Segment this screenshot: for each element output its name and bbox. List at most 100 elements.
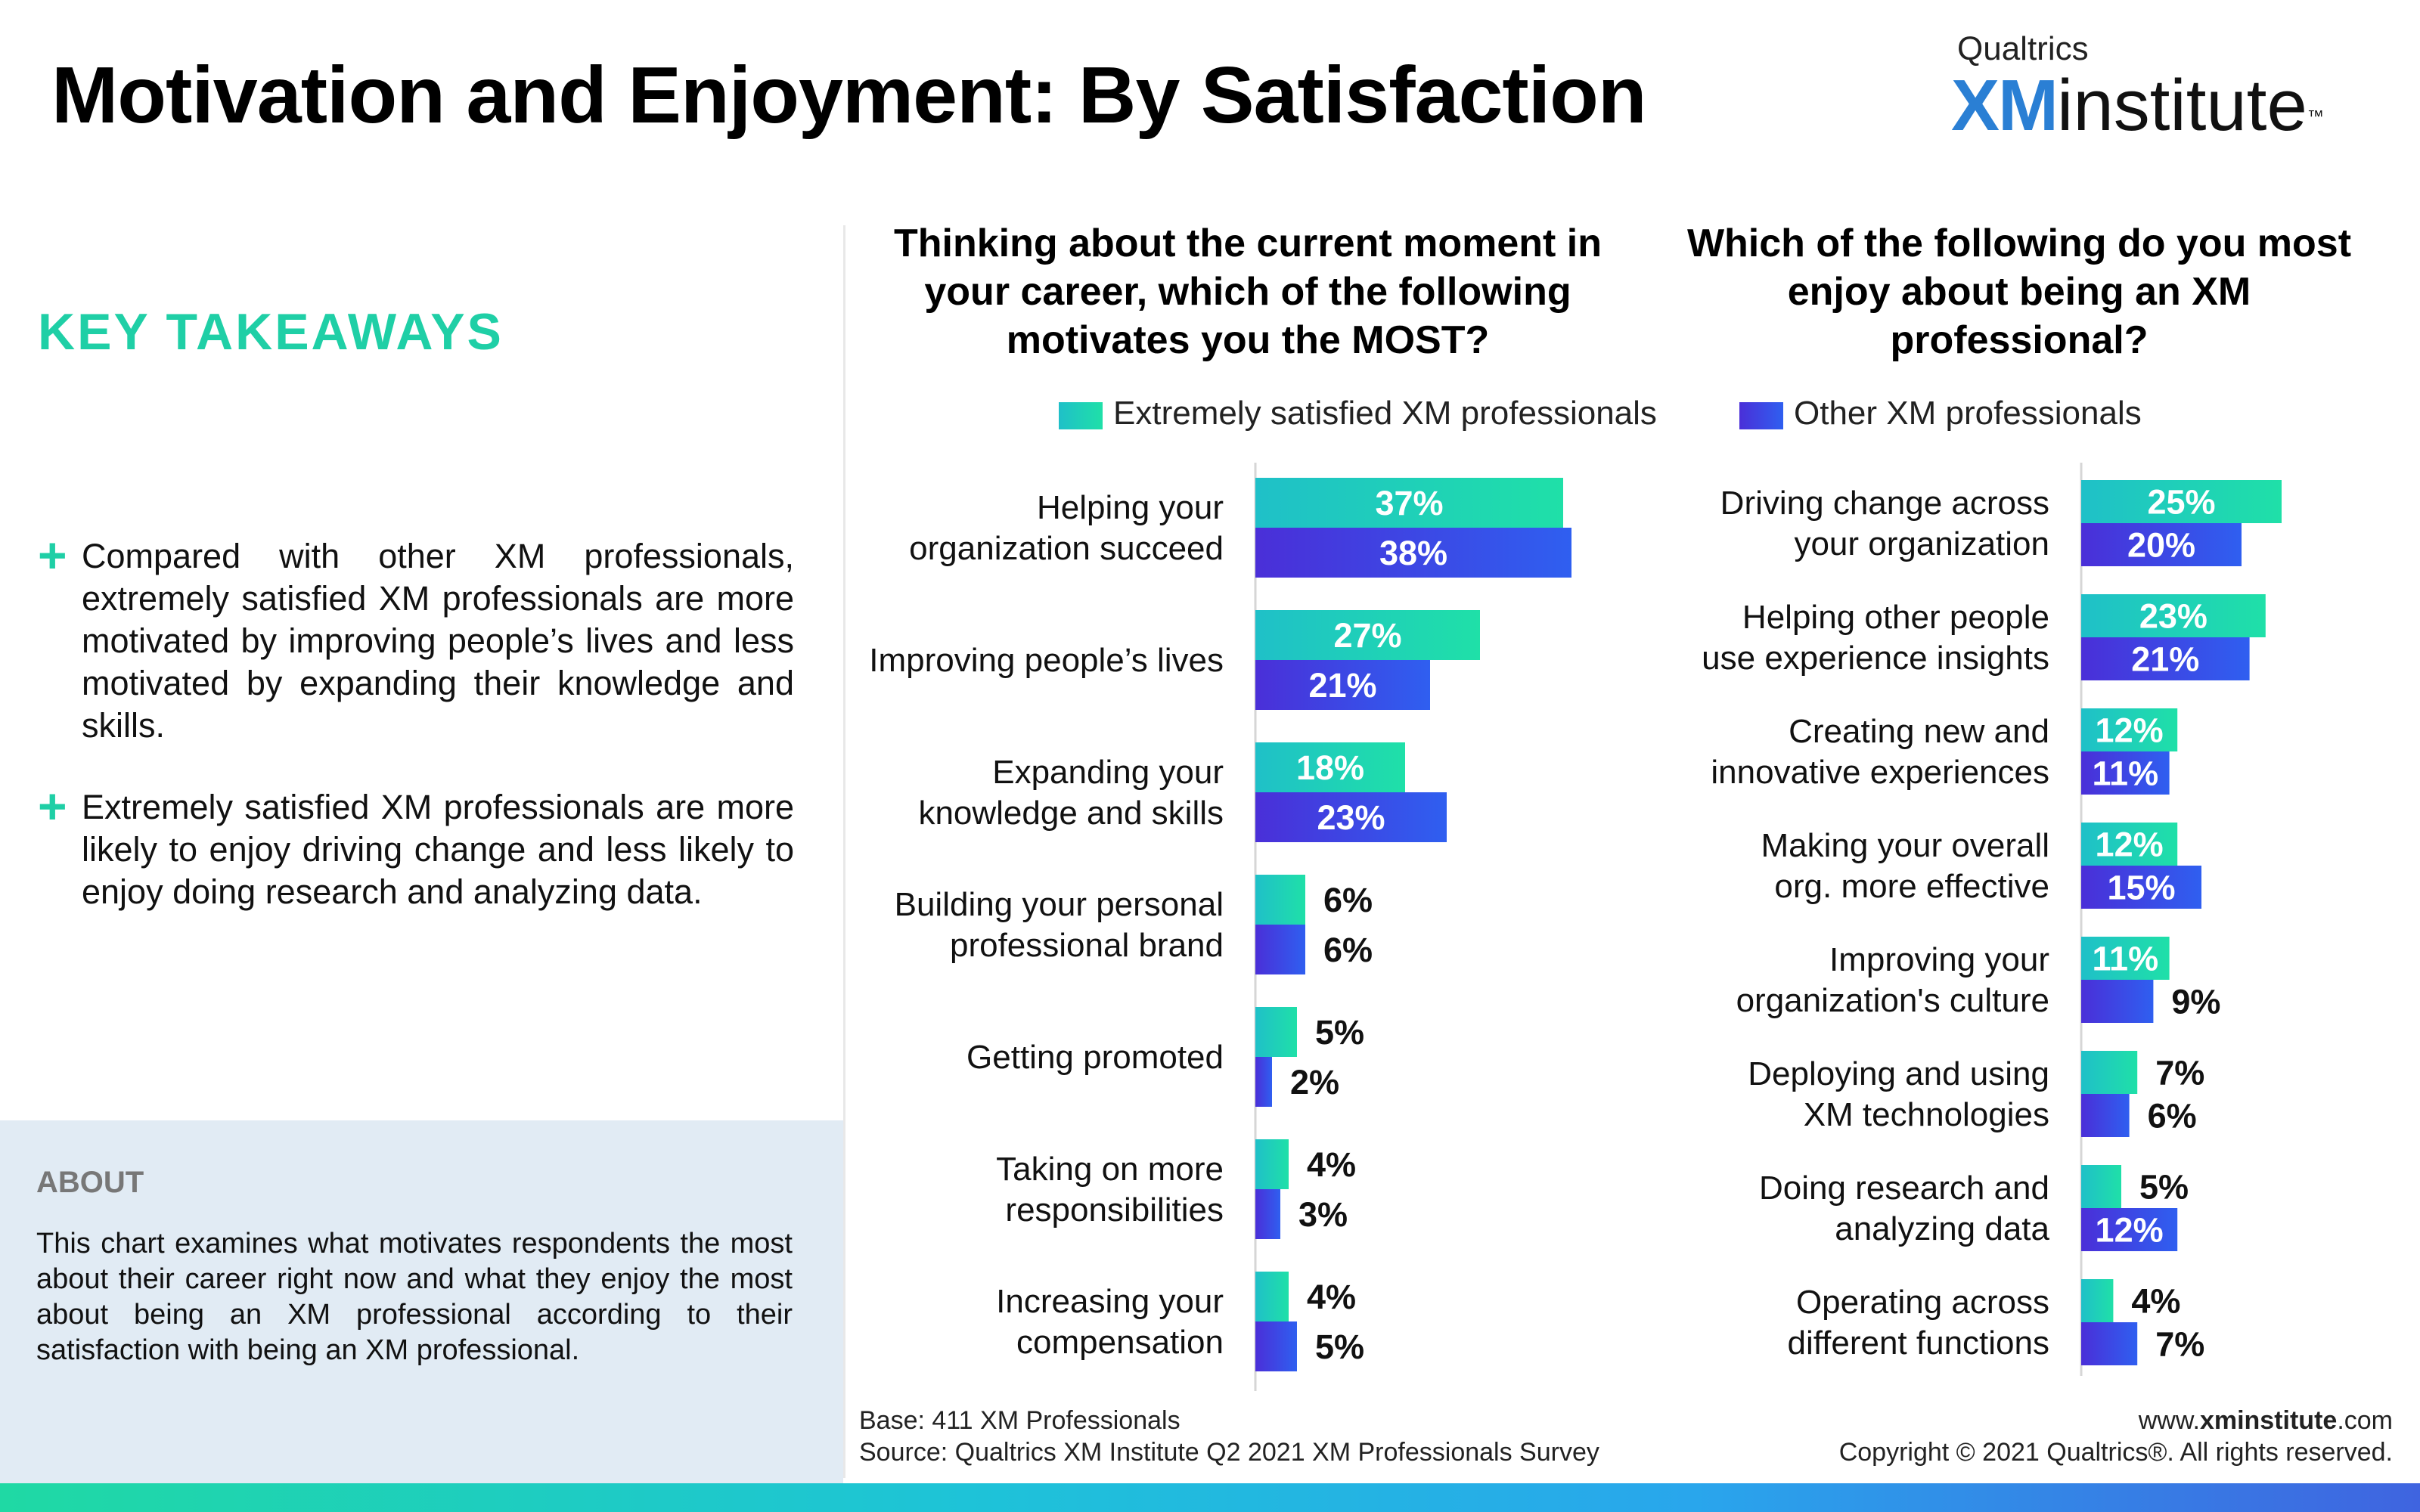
bar-value-label: 12% bbox=[2096, 826, 2164, 864]
bar-other bbox=[1255, 1057, 1272, 1107]
bar-value-label: 5% bbox=[2139, 1168, 2189, 1207]
plus-icon: + bbox=[38, 527, 67, 583]
bar-satisfied bbox=[2081, 1165, 2121, 1208]
bar-satisfied bbox=[2081, 823, 2178, 866]
bar-value-label: 6% bbox=[1323, 931, 1373, 969]
bar-value-label: 5% bbox=[1315, 1328, 1364, 1366]
logo-main: XMinstitute™ bbox=[1951, 68, 2324, 144]
bar-value-label: 6% bbox=[1323, 881, 1373, 919]
category-label: Expanding your knowledge and skills bbox=[918, 754, 1224, 832]
bar-other bbox=[2081, 866, 2201, 909]
bar-satisfied bbox=[2081, 937, 2170, 980]
bar-other bbox=[2081, 1208, 2178, 1251]
bar-value-label: 11% bbox=[2093, 754, 2159, 793]
bar-value-label: 7% bbox=[2155, 1325, 2204, 1364]
category-label: Deploying and using XM technologies bbox=[1748, 1055, 2049, 1133]
bar-satisfied bbox=[2081, 594, 2266, 637]
bar-value-label: 20% bbox=[2127, 526, 2195, 565]
category-label: Improving people’s lives bbox=[869, 642, 1224, 679]
bar-other bbox=[2081, 637, 2250, 680]
legend-label: Other XM professionals bbox=[1794, 395, 2142, 432]
category-label: Improving your organization's culture bbox=[1736, 941, 2049, 1019]
bar-value-label: 18% bbox=[1296, 748, 1364, 787]
category-label: Doing research and analyzing data bbox=[1759, 1170, 2050, 1247]
bar-satisfied bbox=[1255, 478, 1563, 528]
enjoyment-chart-title: Which of the following do you most enjoy… bbox=[1686, 222, 2352, 362]
legend-swatch-other bbox=[1739, 402, 1783, 429]
footer-copyright-text: Copyright © 2021 Qualtrics®. All rights … bbox=[1838, 1438, 2393, 1467]
bar-value-label: 2% bbox=[1290, 1063, 1339, 1101]
footer-source-text: Source: Qualtrics XM Institute Q2 2021 X… bbox=[859, 1438, 1599, 1467]
footer-url[interactable]: www.xminstitute.com bbox=[1839, 1405, 2393, 1436]
footer-base: Base: 411 XM Professionals bbox=[859, 1406, 1181, 1435]
about-title: ABOUT bbox=[36, 1166, 144, 1199]
motivation-chart: 37% 38% Helping your organization succeed 27… bbox=[869, 463, 1571, 1391]
bar-value-label: 21% bbox=[1308, 666, 1376, 705]
bar-value-label: 4% bbox=[1307, 1145, 1356, 1184]
bar-satisfied bbox=[1255, 742, 1405, 792]
url-domain: xminstitute bbox=[2199, 1406, 2338, 1435]
category-label: Creating new and innovative experiences bbox=[1711, 713, 2049, 791]
bar-value-label: 9% bbox=[2171, 983, 2220, 1021]
bar-value-label: 38% bbox=[1379, 534, 1447, 572]
bar-satisfied bbox=[2081, 708, 2178, 751]
page-title: Motivation and Enjoyment: By Satisfactio… bbox=[51, 51, 1647, 140]
bar-other bbox=[1255, 1321, 1297, 1371]
bar-value-label: 11% bbox=[2093, 940, 2159, 978]
about-text: This chart examines what motivates respo… bbox=[36, 1228, 793, 1366]
bar-value-label: 15% bbox=[2107, 869, 2175, 907]
bar-value-label: 23% bbox=[1317, 798, 1385, 837]
bar-value-label: 3% bbox=[1298, 1195, 1348, 1234]
bottom-gradient-strip bbox=[0, 1483, 2420, 1512]
url-suffix: .com bbox=[2337, 1406, 2393, 1435]
bar-other bbox=[1255, 792, 1447, 842]
takeaway-item: + Extremely satisfied XM professionals a… bbox=[38, 778, 794, 913]
bar-satisfied bbox=[1255, 1272, 1289, 1321]
bar-value-label: 25% bbox=[2147, 483, 2215, 522]
category-label: Making your overall org. more effective bbox=[1761, 827, 2050, 905]
footer-copyright: www.xminstitute.com Copyright © 2021 Qua… bbox=[1839, 1405, 2393, 1468]
about-box: ABOUT This chart examines what motivates… bbox=[0, 1120, 843, 1486]
bar-value-label: 6% bbox=[2148, 1097, 2197, 1136]
left-panel: KEY TAKEAWAYS + Compared with other XM p… bbox=[0, 189, 843, 1486]
key-takeaways-heading: KEY TAKEAWAYS bbox=[38, 303, 504, 361]
category-label: Helping your organization succeed bbox=[909, 489, 1224, 567]
bar-value-label: 7% bbox=[2155, 1054, 2204, 1092]
takeaway-item: + Compared with other XM professionals, … bbox=[38, 527, 794, 747]
bar-value-label: 23% bbox=[2139, 597, 2207, 636]
category-label: Building your personal professional brand bbox=[895, 886, 1224, 964]
bar-satisfied bbox=[1255, 610, 1480, 660]
panel-divider bbox=[843, 225, 845, 1478]
takeaway-text: Compared with other XM professionals, ex… bbox=[82, 537, 794, 745]
motivation-chart-title: Thinking about the current moment in you… bbox=[894, 222, 1602, 362]
bar-other bbox=[2081, 1094, 2130, 1137]
category-label: Operating across different functions bbox=[1787, 1284, 2049, 1362]
legend-label: Extremely satisfied XM professionals bbox=[1113, 395, 1657, 432]
enjoyment-chart: 25% 20% Driving change across your organiza… bbox=[1702, 463, 2282, 1376]
bar-satisfied bbox=[2081, 1051, 2138, 1094]
takeaway-text: Extremely satisfied XM professionals are… bbox=[82, 788, 794, 911]
bar-satisfied bbox=[1255, 1007, 1297, 1057]
bar-satisfied bbox=[2081, 1279, 2114, 1322]
bar-value-label: 4% bbox=[1307, 1278, 1356, 1316]
bar-other bbox=[1255, 1189, 1280, 1239]
bar-other bbox=[1255, 925, 1305, 974]
plus-icon: + bbox=[38, 778, 67, 834]
bar-satisfied bbox=[1255, 1139, 1289, 1189]
bar-other bbox=[1255, 528, 1571, 578]
category-label: Increasing your compensation bbox=[996, 1283, 1224, 1361]
bar-other bbox=[1255, 660, 1430, 710]
bar-other bbox=[2081, 751, 2170, 795]
logo-xm: XM bbox=[1951, 65, 2059, 146]
bar-other bbox=[2081, 980, 2154, 1023]
bar-other bbox=[2081, 523, 2242, 566]
bar-value-label: 5% bbox=[1315, 1013, 1364, 1052]
logo-brand: Qualtrics bbox=[1957, 30, 2089, 67]
bar-satisfied bbox=[2081, 480, 2282, 523]
bar-value-label: 4% bbox=[2131, 1282, 2180, 1321]
bar-value-label: 27% bbox=[1333, 616, 1401, 655]
xm-institute-logo: Qualtrics XMinstitute™ bbox=[1951, 30, 2375, 144]
category-label: Helping other people use experience insig… bbox=[1702, 599, 2049, 677]
